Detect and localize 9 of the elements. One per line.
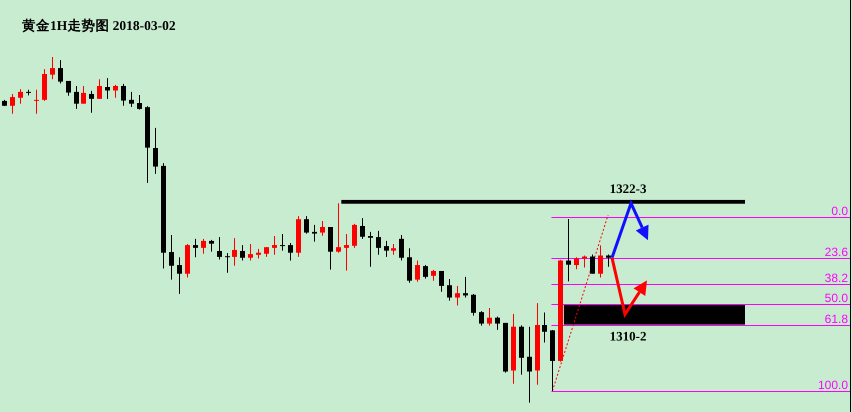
- text: 黄金1H走势图 2018-03-02: [21, 18, 176, 33]
- y-tick-label: 0.0: [831, 204, 848, 218]
- y-tick-label: 50.0: [824, 291, 848, 305]
- y-tick-label: 61.8: [824, 312, 848, 326]
- band-label: 1322-3: [610, 180, 647, 196]
- band-label: 1310-2: [610, 328, 646, 344]
- y-tick-label: 23.6: [824, 245, 848, 259]
- y-tick-label: 38.2: [824, 271, 848, 285]
- y-tick-label: 100.0: [818, 378, 848, 392]
